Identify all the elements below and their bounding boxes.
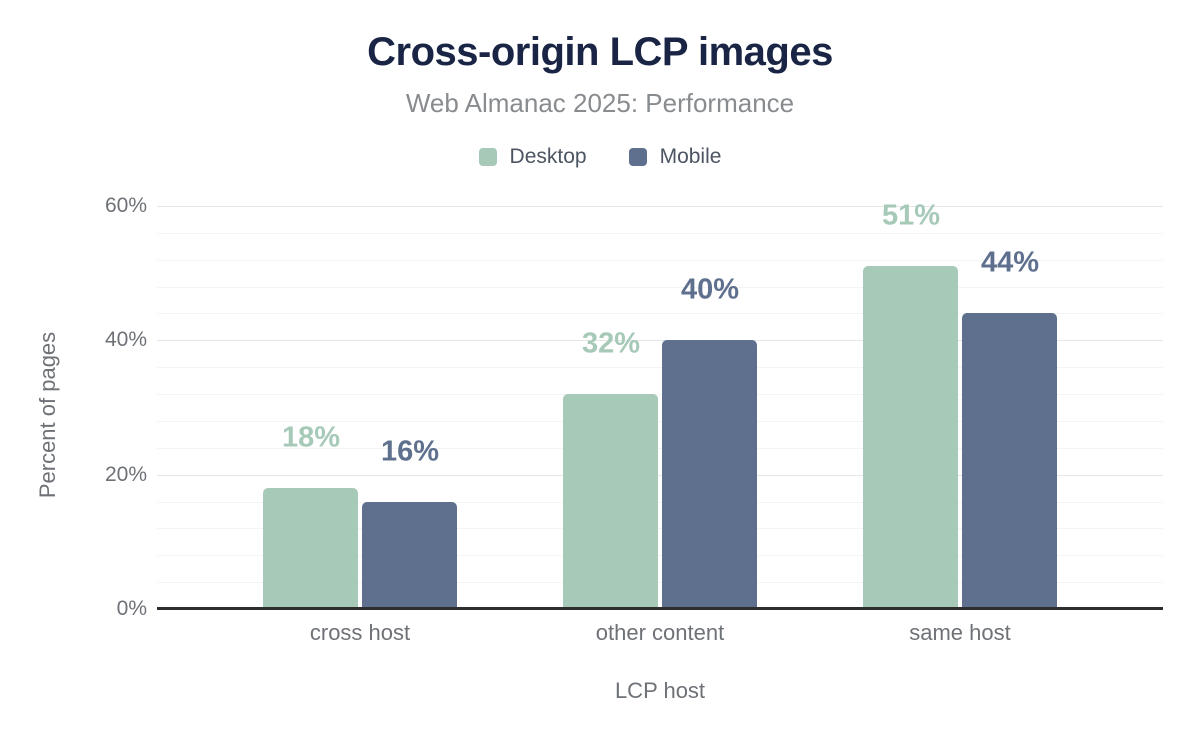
gridline-minor xyxy=(157,233,1163,234)
gridline-minor xyxy=(157,394,1163,395)
legend-label-mobile: Mobile xyxy=(659,145,722,168)
gridline-minor xyxy=(157,528,1163,529)
y-tick-label: 40% xyxy=(104,328,147,351)
x-tick-label: same host xyxy=(909,620,1011,645)
legend-label-desktop: Desktop xyxy=(509,145,587,168)
gridline-minor xyxy=(157,287,1163,288)
x-axis-line xyxy=(157,607,1163,610)
chart-title: Cross-origin LCP images xyxy=(367,30,833,74)
gridline-minor xyxy=(157,502,1163,503)
x-axis-title: LCP host xyxy=(614,678,706,703)
gridline-minor xyxy=(157,313,1163,314)
bar-value-label: 40% xyxy=(680,273,740,306)
bar-desktop-cross-host xyxy=(263,488,358,609)
gridline-minor xyxy=(157,421,1163,422)
x-tick-label: other content xyxy=(595,620,725,645)
legend: Desktop Mobile xyxy=(0,145,1200,169)
bar-desktop-other-content xyxy=(563,394,658,609)
gridline-major xyxy=(157,206,1163,207)
bar-desktop-same-host xyxy=(863,266,958,609)
bar-mobile-other-content xyxy=(662,340,757,609)
desktop-swatch-icon xyxy=(478,148,497,166)
gridline-minor xyxy=(157,582,1163,583)
bar-value-label: 51% xyxy=(881,199,941,232)
y-tick-label: 60% xyxy=(104,194,147,217)
x-tick-label: cross host xyxy=(309,620,411,645)
bar-value-label: 16% xyxy=(380,435,440,468)
legend-item-mobile: Mobile xyxy=(628,145,722,169)
bar-mobile-cross-host xyxy=(362,502,457,609)
bar-mobile-same-host xyxy=(962,313,1057,609)
y-tick-label: 20% xyxy=(104,463,147,486)
chart-subtitle: Web Almanac 2025: Performance xyxy=(405,88,795,118)
bar-value-label: 32% xyxy=(581,327,641,360)
y-tick-label: 0% xyxy=(116,597,147,620)
legend-item-desktop: Desktop xyxy=(478,145,587,169)
gridline-minor xyxy=(157,367,1163,368)
gridline-major xyxy=(157,340,1163,341)
gridline-minor xyxy=(157,260,1163,261)
mobile-swatch-icon xyxy=(628,148,647,166)
gridline-major xyxy=(157,475,1163,476)
gridline-minor xyxy=(157,555,1163,556)
bar-value-label: 18% xyxy=(281,421,341,454)
gridline-minor xyxy=(157,448,1163,449)
bar-value-label: 44% xyxy=(980,246,1040,279)
